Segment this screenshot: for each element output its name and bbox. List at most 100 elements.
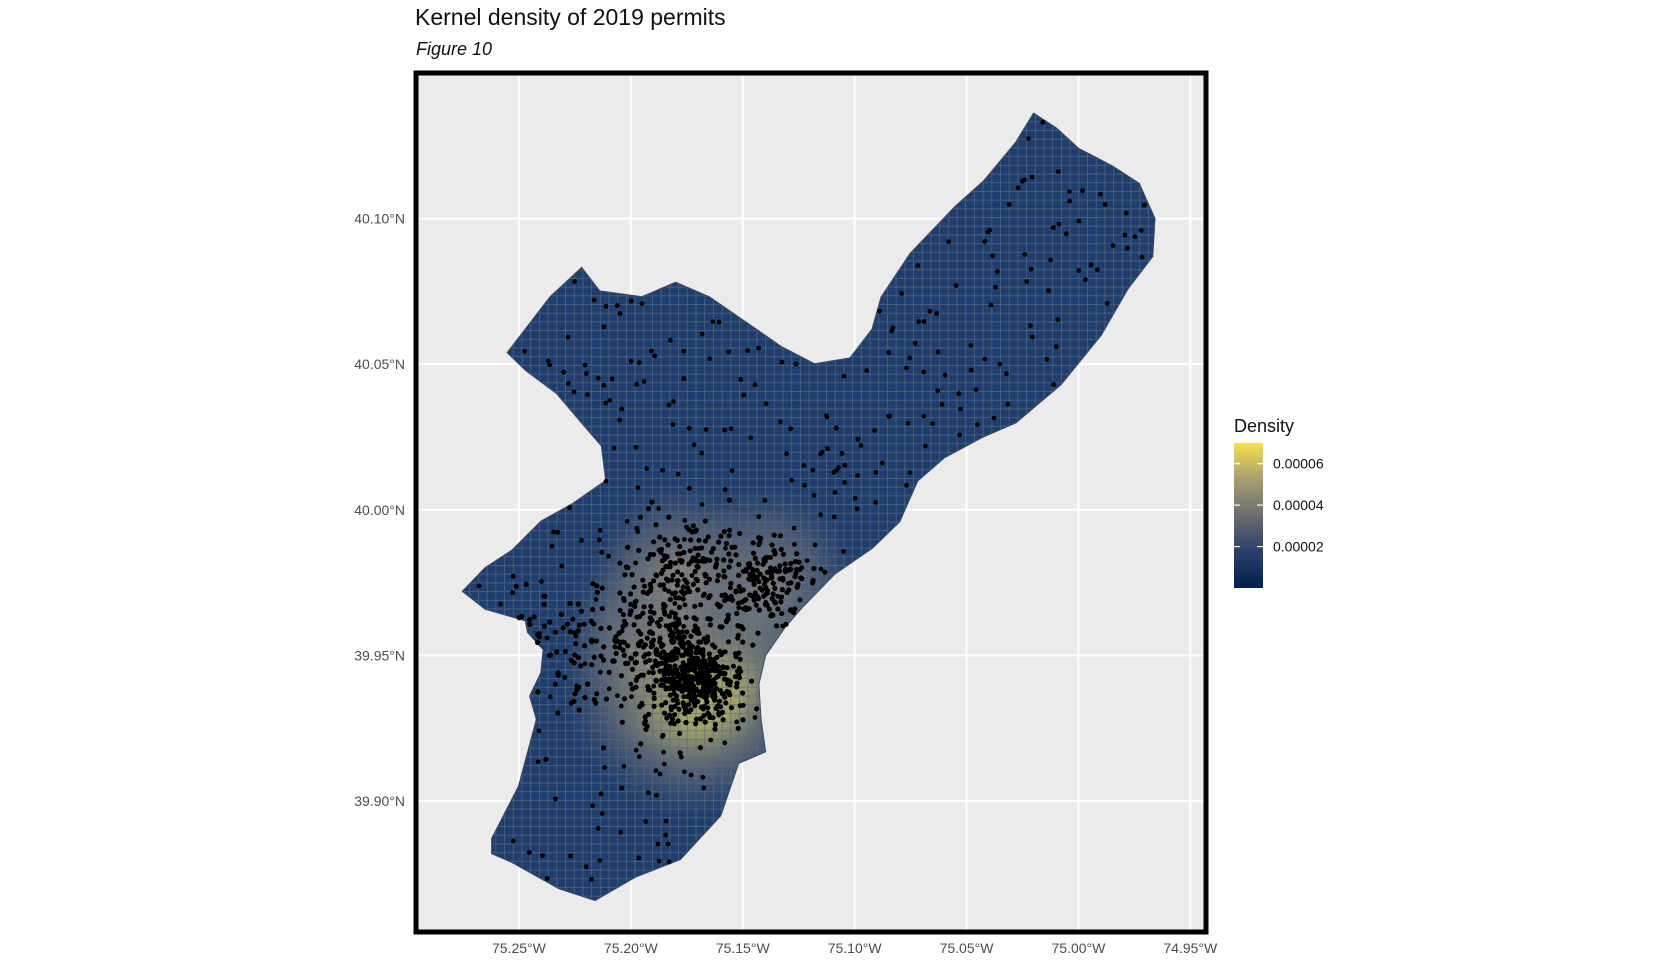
permit-point — [567, 505, 572, 510]
permit-point — [574, 683, 579, 689]
permit-point — [633, 659, 639, 666]
permit-point — [567, 600, 573, 606]
permit-point — [751, 597, 757, 603]
permit-point — [663, 652, 669, 658]
permit-point — [690, 581, 696, 588]
permit-point — [747, 592, 753, 598]
permit-point — [907, 355, 913, 361]
permit-point — [687, 690, 694, 696]
permit-point — [640, 577, 646, 583]
permit-point — [645, 556, 651, 562]
permit-point — [657, 582, 663, 588]
permit-point — [968, 343, 974, 348]
permit-point — [594, 583, 600, 589]
permit-point — [660, 642, 666, 648]
permit-point — [617, 417, 623, 423]
permit-point — [555, 672, 561, 678]
permit-point — [552, 629, 559, 635]
permit-point — [620, 612, 627, 618]
permit-point — [712, 726, 718, 732]
permit-point — [725, 612, 731, 618]
permit-point — [1020, 178, 1025, 184]
permit-point — [661, 749, 666, 755]
permit-point — [601, 657, 607, 663]
permit-point — [571, 389, 577, 395]
permit-point — [774, 623, 780, 629]
permit-point — [708, 737, 714, 743]
permit-point — [656, 858, 662, 864]
permit-point — [649, 630, 656, 637]
permit-point — [619, 785, 625, 791]
permit-point — [722, 694, 728, 700]
permit-point — [825, 446, 830, 451]
permit-point — [697, 670, 703, 676]
permit-point — [672, 560, 678, 566]
permit-point — [638, 631, 644, 637]
permit-point — [770, 612, 776, 618]
permit-point — [1028, 266, 1034, 272]
permit-point — [629, 572, 635, 578]
permit-point — [730, 663, 737, 669]
permit-point — [852, 495, 858, 501]
permit-point — [832, 490, 838, 495]
permit-point — [631, 622, 637, 628]
permit-point — [707, 622, 713, 628]
permit-point — [724, 677, 731, 683]
permit-point — [696, 646, 701, 652]
permit-point — [745, 348, 750, 353]
permit-point — [589, 876, 594, 882]
permit-point — [628, 656, 635, 662]
permit-point — [654, 620, 661, 626]
permit-point — [666, 613, 672, 620]
permit-point — [599, 605, 605, 612]
permit-point — [636, 855, 642, 861]
permit-point — [1048, 257, 1053, 263]
permit-point — [654, 648, 660, 654]
permit-point — [583, 864, 589, 870]
permit-point — [763, 401, 769, 407]
permit-point — [738, 669, 744, 674]
permit-point — [766, 606, 773, 612]
permit-point — [842, 462, 848, 468]
permit-point — [597, 858, 603, 863]
permit-point — [722, 487, 728, 492]
permit-point — [654, 792, 659, 798]
permit-point — [1044, 356, 1050, 362]
permit-point — [686, 561, 692, 567]
x-tick-label: 75.15°W — [716, 940, 771, 956]
permit-point — [588, 637, 595, 643]
permit-point — [650, 670, 656, 676]
permit-point — [578, 608, 585, 614]
permit-point — [1056, 221, 1062, 227]
permit-point — [912, 341, 918, 346]
permit-point — [753, 602, 759, 608]
permit-point — [772, 600, 779, 606]
permit-point — [663, 661, 669, 667]
permit-point — [720, 709, 726, 715]
permit-point — [792, 606, 798, 612]
chart-title: Kernel density of 2019 permits — [415, 4, 726, 30]
permit-point — [573, 641, 579, 647]
permit-point — [668, 337, 673, 343]
permit-point — [726, 533, 732, 539]
permit-point — [646, 711, 652, 718]
permit-point — [1053, 344, 1059, 349]
permit-point — [754, 567, 760, 574]
permit-point — [595, 375, 601, 381]
permit-point — [780, 551, 787, 558]
permit-point — [784, 451, 789, 457]
permit-point — [795, 581, 801, 588]
permit-point — [695, 587, 701, 593]
permit-point — [788, 426, 794, 432]
permit-point — [628, 298, 634, 304]
permit-point — [688, 697, 694, 703]
permit-point — [693, 661, 699, 667]
permit-point — [701, 636, 707, 642]
permit-point — [535, 689, 541, 695]
permit-point — [693, 721, 699, 727]
permit-point — [648, 585, 654, 590]
permit-point — [665, 542, 671, 548]
permit-point — [737, 656, 743, 662]
permit-point — [535, 632, 541, 638]
permit-point — [674, 582, 680, 588]
